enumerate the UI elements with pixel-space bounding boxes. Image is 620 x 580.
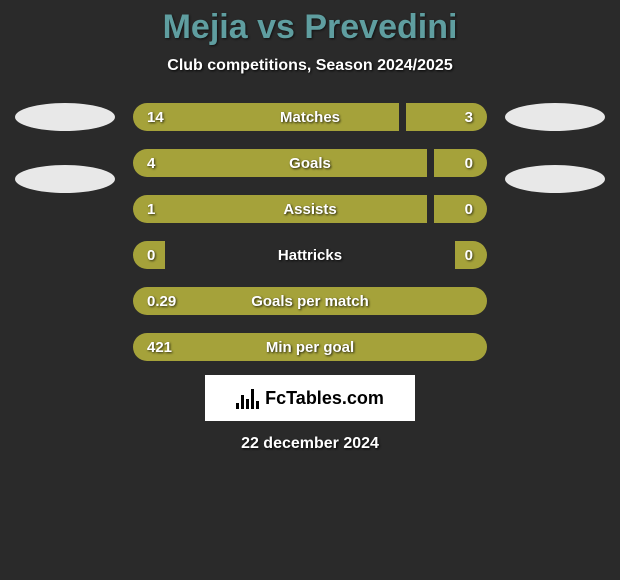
site-logo[interactable]: FcTables.com	[205, 375, 415, 421]
logo-text: FcTables.com	[265, 388, 384, 409]
stat-left-value: 1	[133, 195, 427, 223]
stat-gap	[399, 103, 406, 131]
snapshot-date: 22 december 2024	[0, 435, 620, 453]
stat-row: 40Goals	[133, 149, 487, 177]
stat-gap	[165, 241, 455, 269]
stat-left-value: 4	[133, 149, 427, 177]
player-avatar-left-1	[15, 103, 115, 131]
player-avatar-left-2	[15, 165, 115, 193]
stat-bars: 143Matches40Goals10Assists00Hattricks0.2…	[133, 103, 487, 361]
stat-left-value: 14	[133, 103, 399, 131]
stat-gap	[427, 195, 434, 223]
stat-right-value: 3	[406, 103, 487, 131]
stat-row: 143Matches	[133, 103, 487, 131]
stat-row: 0.29Goals per match	[133, 287, 487, 315]
stat-left-value: 0	[133, 241, 165, 269]
player-avatar-right-2	[505, 165, 605, 193]
stat-row: 00Hattricks	[133, 241, 487, 269]
stat-right-value: 0	[434, 149, 487, 177]
stat-row: 10Assists	[133, 195, 487, 223]
stat-row: 421Min per goal	[133, 333, 487, 361]
stat-left-value: 0.29	[133, 287, 487, 315]
right-avatars	[505, 103, 605, 193]
player-avatar-right-1	[505, 103, 605, 131]
page-subtitle: Club competitions, Season 2024/2025	[0, 57, 620, 75]
stat-left-value: 421	[133, 333, 487, 361]
stat-gap	[427, 149, 434, 177]
comparison-content: 143Matches40Goals10Assists00Hattricks0.2…	[0, 103, 620, 361]
page-title: Mejia vs Prevedini	[0, 8, 620, 47]
left-avatars	[15, 103, 115, 193]
chart-icon	[236, 387, 259, 409]
stat-right-value: 0	[434, 195, 487, 223]
stat-right-value: 0	[455, 241, 487, 269]
